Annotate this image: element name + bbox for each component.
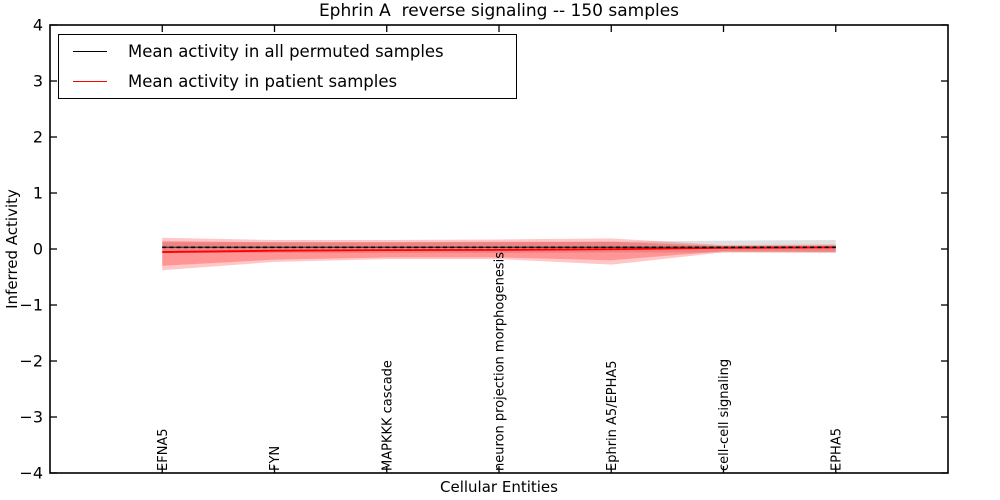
patient-line-swatch-icon (73, 81, 107, 83)
y-tick-label: −3 (19, 408, 43, 427)
x-tick-label: neuron projection morphogenesis (493, 252, 508, 471)
x-tick-label: EFNA5 (156, 428, 171, 471)
legend-label-patient: Mean activity in patient samples (128, 72, 398, 92)
x-axis-label: Cellular Entities (440, 478, 558, 496)
y-tick-label: −4 (19, 464, 43, 483)
x-tick-label: FYN (268, 446, 283, 471)
y-tick-label: 0 (33, 240, 43, 259)
y-tick-label: −2 (19, 352, 43, 371)
y-tick-label: −1 (19, 296, 43, 315)
legend-entry-patient: Mean activity in patient samples (59, 68, 516, 96)
y-axis-label: Inferred Activity (3, 189, 21, 309)
x-tick-label: cell-cell signaling (717, 359, 732, 471)
y-tick-label: 3 (33, 72, 43, 91)
legend-label-permuted: Mean activity in all permuted samples (128, 41, 444, 61)
permuted-line-swatch-icon (73, 50, 107, 52)
patient-samples-std-band-outer (162, 237, 836, 271)
patient-mean-line (162, 246, 836, 253)
y-tick-label: 4 (33, 16, 43, 35)
y-tick-label: 1 (33, 184, 43, 203)
x-tick-label: EPHA5 (829, 428, 844, 471)
legend-entry-permuted: Mean activity in all permuted samples (59, 37, 516, 65)
chart-title: Ephrin A reverse signaling -- 150 sample… (318, 1, 680, 21)
x-tick-label: MAPKKK cascade (380, 360, 395, 471)
legend: Mean activity in all permuted samples Me… (58, 34, 517, 99)
x-tick-label: Ephrin A5/EPHA5 (605, 360, 620, 471)
y-tick-label: 2 (33, 128, 43, 147)
